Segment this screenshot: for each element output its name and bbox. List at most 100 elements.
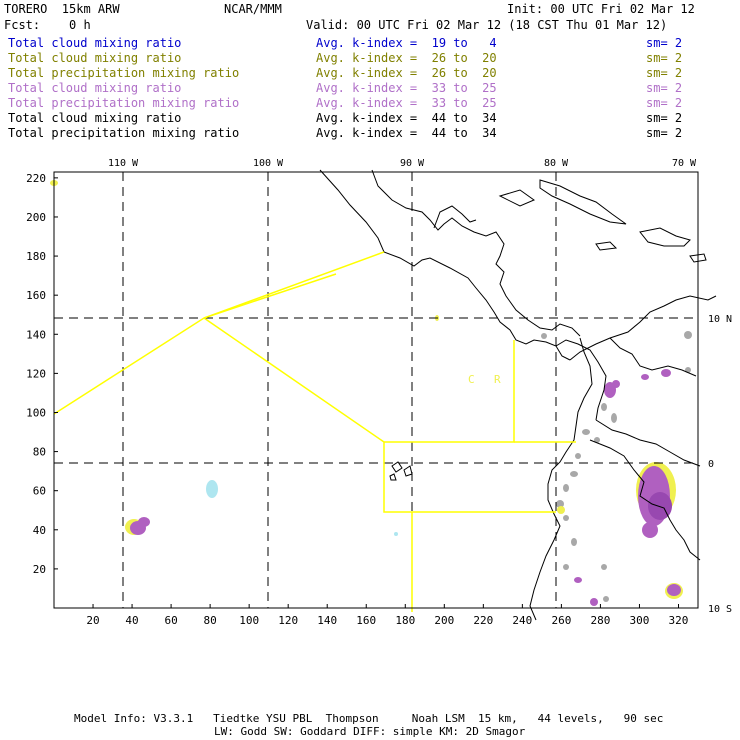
cloud-blob <box>563 484 569 492</box>
field-kindex: Avg. k-index = 19 to 4 <box>316 36 497 50</box>
hispaniola <box>639 227 691 247</box>
cuba <box>539 179 627 225</box>
y-tick-label: 140 <box>26 328 46 341</box>
jamaica <box>595 241 618 251</box>
field-name: Total cloud mixing ratio <box>8 111 182 125</box>
x-tick-label: 220 <box>473 614 493 627</box>
cloud-blob <box>590 598 598 606</box>
cloud-blob <box>667 584 681 596</box>
cloud-blob <box>206 480 218 498</box>
field-smoothing: sm= 2 <box>646 81 683 95</box>
x-tick-label: 40 <box>125 614 138 627</box>
boundary-mid <box>203 317 556 513</box>
org-label: NCAR/MMM <box>224 2 282 16</box>
cloud-blob <box>603 596 609 602</box>
model-title: TORERO 15km ARW <box>4 2 120 16</box>
y-tick-label: 20 <box>33 563 46 576</box>
coastlines <box>319 169 717 621</box>
cloud-blob <box>138 517 150 527</box>
init-time: Init: 00 UTC Fri 02 Mar 12 <box>507 2 695 16</box>
forecast-hour: Fcst: 0 h <box>4 18 91 32</box>
cloud-blob <box>684 331 692 339</box>
y-tick-label: 160 <box>26 289 46 302</box>
cloud-blob <box>557 506 565 514</box>
field-kindex: Avg. k-index = 44 to 34 <box>316 126 497 140</box>
inner-border <box>595 419 701 467</box>
x-tick-label: 80 <box>203 614 216 627</box>
south-america-coast <box>569 295 717 361</box>
cloud-blob <box>563 515 569 521</box>
x-tick-label: 300 <box>630 614 650 627</box>
x-tick-label: 160 <box>356 614 376 627</box>
boundary-ridge <box>203 273 337 319</box>
x-tick-label: 60 <box>164 614 177 627</box>
x-tick-label: 140 <box>317 614 337 627</box>
x-tick-label: 280 <box>590 614 610 627</box>
y-tick-label: 120 <box>26 367 46 380</box>
latitude-label: 0 <box>708 459 714 470</box>
axis-ticks: 20 40 60 80 100 120 140 160 180 200 220 240 260 280 30… <box>26 158 732 627</box>
domain-boundaries <box>53 251 576 612</box>
field-name: Total cloud mixing ratio <box>8 36 182 50</box>
cloud-blob <box>642 522 658 538</box>
field-name: Total precipitation mixing ratio <box>8 96 240 110</box>
valid-time: Valid: 00 UTC Fri 02 Mar 12 (18 CST Thu … <box>306 18 668 32</box>
cloud-blob <box>556 500 564 508</box>
cloud-blob <box>611 413 617 423</box>
longitude-label: 100 W <box>253 158 284 169</box>
field-smoothing: sm= 2 <box>646 111 683 125</box>
cloud-blob <box>641 374 649 380</box>
cloud-blob <box>661 369 671 377</box>
central-america-coast <box>319 169 571 361</box>
pacific-coast-sa <box>529 337 593 621</box>
field-smoothing: sm= 2 <box>646 126 683 140</box>
longitude-label: 80 W <box>544 158 569 169</box>
frame-border <box>53 171 699 609</box>
y-tick-label: 60 <box>33 485 46 498</box>
cloud-blob <box>571 538 577 546</box>
cloud-blob <box>541 333 547 339</box>
y-tick-label: 40 <box>33 524 46 537</box>
y-tick-label: 220 <box>26 172 46 185</box>
field-smoothing: sm= 2 <box>646 36 683 50</box>
field-smoothing: sm= 2 <box>646 66 683 80</box>
cloud-blob <box>601 564 607 570</box>
andes-border <box>589 439 701 561</box>
y-tick-label: 180 <box>26 250 46 263</box>
cuba-west <box>498 189 536 207</box>
latitude-label: 10 S <box>708 604 732 615</box>
y-tick-label: 80 <box>33 446 46 459</box>
latitude-label: 10 N <box>708 314 732 325</box>
x-tick-label: 200 <box>434 614 454 627</box>
cloud-blob <box>394 532 398 536</box>
y-tick-label: 100 <box>26 406 46 419</box>
y-tick-label: 200 <box>26 211 46 224</box>
field-kindex: Avg. k-index = 33 to 25 <box>316 96 497 110</box>
cloud-blob <box>582 429 590 435</box>
cloud-blob <box>570 471 578 477</box>
x-tick-label: 320 <box>669 614 689 627</box>
cloud-blob <box>612 380 620 388</box>
longitude-label: 70 W <box>672 158 697 169</box>
field-smoothing: sm= 2 <box>646 96 683 110</box>
field-kindex: Avg. k-index = 44 to 34 <box>316 111 497 125</box>
boundary-east <box>384 340 515 443</box>
cloud-blob <box>601 403 607 411</box>
x-tick-label: 120 <box>278 614 298 627</box>
puerto-rico <box>689 253 707 263</box>
model-info: Model Info: V3.3.1 Tiedtke YSU PBL Thomp… <box>74 712 664 725</box>
x-tick-label: 20 <box>86 614 99 627</box>
cloud-blob <box>594 437 600 443</box>
panama-colombia <box>555 339 607 421</box>
field-smoothing: sm= 2 <box>646 51 683 65</box>
field-name: Total cloud mixing ratio <box>8 81 182 95</box>
longitude-label: 110 W <box>108 158 139 169</box>
cloud-blob <box>563 564 569 570</box>
boundary-west <box>53 251 385 415</box>
cloud-blob <box>575 453 581 459</box>
x-tick-label: 240 <box>512 614 532 627</box>
x-tick-label: 180 <box>395 614 415 627</box>
x-tick-label: 100 <box>239 614 259 627</box>
field-name: Total precipitation mixing ratio <box>8 66 240 80</box>
